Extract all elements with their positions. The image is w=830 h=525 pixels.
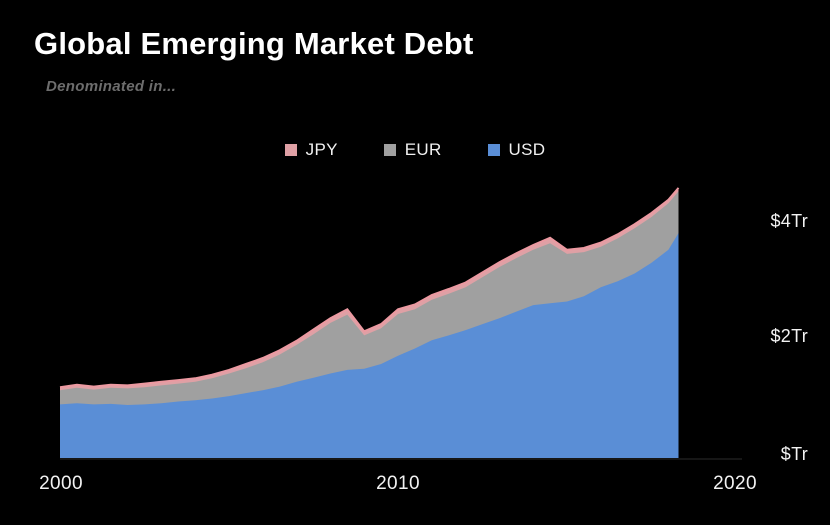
legend-label-eur: EUR xyxy=(404,140,442,159)
legend-item-eur: EUR xyxy=(383,140,442,160)
legend: JPY EUR USD xyxy=(0,140,830,160)
y-axis-label-0tr: $Tr xyxy=(780,444,808,464)
legend-swatch-usd-icon xyxy=(487,144,500,156)
y-axis-label-2tr: $2Tr xyxy=(770,326,808,346)
legend-swatch-jpy-icon xyxy=(284,144,297,156)
legend-label-usd: USD xyxy=(508,140,546,159)
legend-item-jpy: JPY xyxy=(284,140,338,160)
jpy-top-edge-line xyxy=(59,187,680,389)
chart-title: Global Emerging Market Debt xyxy=(34,26,474,61)
x-axis-label-2010: 2010 xyxy=(376,473,420,494)
chart-subtitle: Denominated in... xyxy=(46,78,177,95)
x-axis-label-2020: 2020 xyxy=(713,473,757,494)
area-usd xyxy=(60,233,679,458)
y-axis-label-4tr: $4Tr xyxy=(770,211,808,231)
legend-item-usd: USD xyxy=(487,140,546,160)
x-axis-label-2000: 2000 xyxy=(39,473,83,494)
legend-swatch-eur-icon xyxy=(383,144,396,156)
legend-label-jpy: JPY xyxy=(305,140,338,159)
